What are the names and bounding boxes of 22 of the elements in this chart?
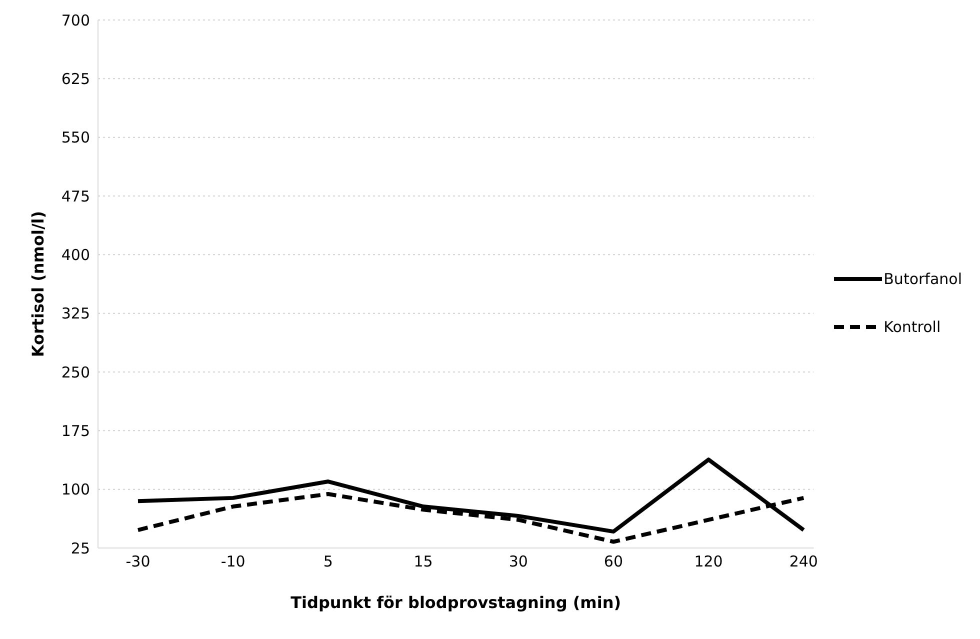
y-tick-label: 400 xyxy=(61,246,90,264)
y-tick-label: 700 xyxy=(61,11,90,30)
y-tick-label: 325 xyxy=(61,304,90,323)
x-tick-label: -10 xyxy=(220,552,246,571)
x-tick-label: 30 xyxy=(508,552,528,571)
y-tick-label: 475 xyxy=(61,187,90,206)
y-tick-label: 250 xyxy=(61,363,90,382)
x-tick-label: 60 xyxy=(604,552,624,571)
y-tick-label: 550 xyxy=(61,128,90,147)
x-tick-label: 5 xyxy=(323,552,333,571)
legend-label: Butorfanol xyxy=(884,270,962,288)
x-tick-label: 120 xyxy=(694,552,723,571)
x-tick-label: -30 xyxy=(126,552,150,571)
y-axis-title: Kortisol (nmol/l) xyxy=(28,210,48,358)
legend-label: Kontroll xyxy=(884,318,941,336)
y-tick-label: 625 xyxy=(61,70,90,88)
y-tick-label: 100 xyxy=(61,480,90,499)
x-tick-label: 240 xyxy=(789,552,818,571)
x-axis-title: Tidpunkt för blodprovstagning (min) xyxy=(290,593,622,612)
y-tick-label: 25 xyxy=(70,539,90,558)
x-tick-label: 15 xyxy=(414,552,433,571)
y-tick-label: 175 xyxy=(61,422,90,440)
